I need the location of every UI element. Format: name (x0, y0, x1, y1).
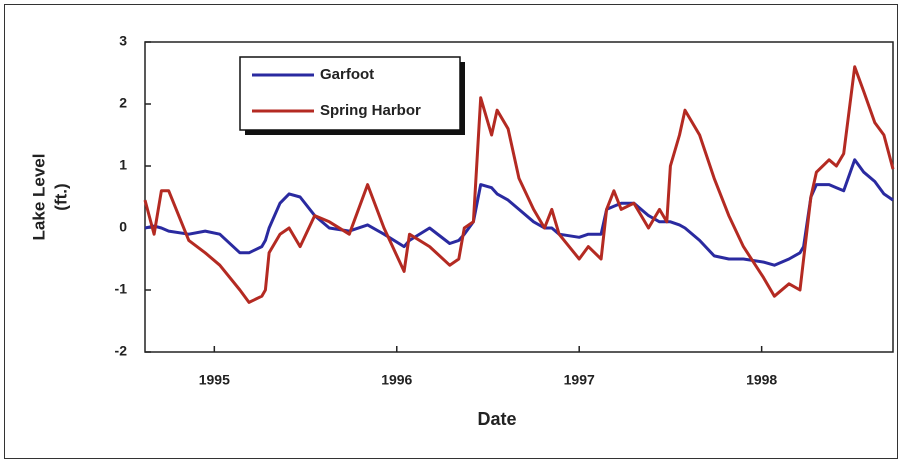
y-tick-label: -1 (115, 281, 128, 297)
data-line (143, 65, 895, 304)
legend-label: Garfoot (320, 66, 374, 83)
plot-area (144, 41, 894, 353)
frame (4, 4, 898, 459)
x-axis-label: Date (477, 409, 516, 429)
y-axis-label: (ft.) (51, 183, 70, 210)
data-line (144, 158, 894, 267)
x-tick-label: 1996 (381, 372, 412, 388)
y-axis-label: Lake Level (29, 154, 48, 241)
y-tick-label: 3 (119, 33, 127, 49)
y-tick-label: 2 (119, 95, 127, 111)
legend-label: Spring Harbor (320, 102, 421, 119)
legend (239, 56, 461, 131)
y-tick-label: 1 (119, 157, 127, 173)
y-tick-label: 0 (119, 219, 127, 235)
x-tick-label: 1997 (564, 372, 595, 388)
x-tick-label: 1995 (199, 372, 230, 388)
x-tick-label: 1998 (746, 372, 777, 388)
y-tick-label: -2 (115, 343, 128, 359)
